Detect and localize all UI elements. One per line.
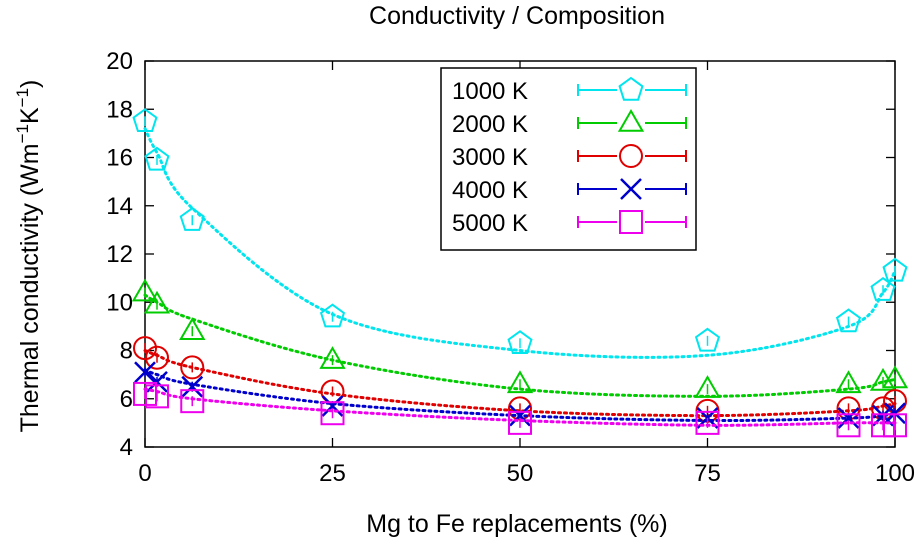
legend-label: 2000 K	[452, 111, 528, 138]
data-point	[144, 146, 170, 171]
y-tick-label: 14	[106, 193, 133, 220]
data-point	[882, 257, 908, 282]
fit-curve	[143, 127, 897, 359]
data-point	[143, 290, 171, 314]
data-point	[179, 317, 206, 340]
y-axis-label-mid: K	[16, 107, 44, 124]
x-axis-label: Mg to Fe replacements (%)	[366, 510, 668, 538]
series-1000-k	[132, 108, 908, 359]
data-point	[145, 345, 169, 370]
data-point	[180, 389, 205, 414]
y-tick-label: 8	[120, 338, 133, 365]
data-point	[181, 375, 204, 398]
y-tick-label: 4	[120, 434, 133, 461]
legend: 1000 K 2000 K 3000 K 4000 K 5000 K	[440, 67, 697, 251]
y-tick-label: 18	[106, 96, 133, 123]
legend-marker-cross	[617, 176, 645, 202]
chart-title: Conductivity / Composition	[369, 2, 665, 30]
legend-label: 5000 K	[452, 210, 528, 237]
data-point	[884, 402, 906, 425]
legend-marker-square	[617, 209, 645, 235]
x-tick-label: 75	[694, 460, 721, 487]
legend-marker-pentagon	[617, 76, 645, 103]
legend-marker-bg	[617, 209, 645, 235]
legend-marker	[619, 210, 643, 234]
data-point	[507, 330, 533, 354]
y-axis-label-sup2: −1	[13, 88, 32, 107]
data-point	[179, 206, 205, 231]
legend-marker-bg	[617, 143, 645, 169]
y-tick-label: 6	[120, 386, 133, 413]
data-point	[319, 303, 346, 328]
data-point	[881, 365, 909, 389]
data-point	[694, 375, 721, 398]
data-point	[837, 407, 860, 429]
data-point	[146, 370, 168, 393]
data-point	[320, 401, 345, 426]
data-point	[835, 308, 862, 333]
data-point	[509, 404, 531, 427]
data-point	[695, 410, 720, 435]
data-point	[870, 276, 896, 301]
y-tick-label: 10	[106, 289, 133, 316]
data-point	[836, 413, 861, 438]
y-axis-label: Thermal conductivity (Wm−1K−1)	[13, 80, 44, 433]
legend-label: 1000 K	[452, 78, 528, 105]
data-point	[694, 327, 721, 352]
series-5000-k	[133, 381, 907, 438]
data-point	[835, 370, 862, 394]
legend-marker	[620, 178, 642, 200]
legend-marker	[618, 76, 644, 101]
data-point	[131, 278, 159, 302]
data-point	[508, 410, 532, 435]
x-tick-label: 100	[875, 460, 915, 487]
data-point	[319, 346, 346, 369]
data-point	[134, 361, 156, 384]
legend-label: 3000 K	[452, 144, 528, 171]
data-point	[321, 395, 344, 417]
data-point	[883, 413, 907, 438]
x-tick-label: 25	[319, 460, 346, 487]
x-tick-label: 0	[138, 460, 151, 487]
data-point	[506, 370, 534, 394]
legend-marker-triangle	[617, 108, 645, 136]
legend-marker-bg	[617, 110, 645, 136]
legend-marker	[617, 108, 645, 132]
data-point	[132, 108, 158, 132]
legend-label: 4000 K	[452, 177, 528, 204]
plot-area: 4 6 8 10 12 14 16 18 20 0 25 50 75 100	[106, 48, 915, 487]
legend-box	[440, 67, 697, 251]
y-tick-label: 16	[106, 145, 133, 172]
legend-marker	[619, 144, 643, 168]
y-tick-label: 12	[106, 241, 133, 268]
y-axis-label-end: )	[16, 80, 44, 88]
data-point	[180, 355, 205, 380]
y-tick-label: 20	[106, 48, 133, 75]
x-tick-label: 50	[507, 460, 534, 487]
data-point	[145, 384, 169, 409]
legend-marker-circle	[617, 143, 645, 169]
data-point	[133, 336, 157, 361]
series-2000-k	[131, 278, 909, 398]
y-axis-label-main: Thermal conductivity (Wm	[16, 143, 44, 432]
y-axis-label-sup1: −1	[13, 124, 32, 143]
